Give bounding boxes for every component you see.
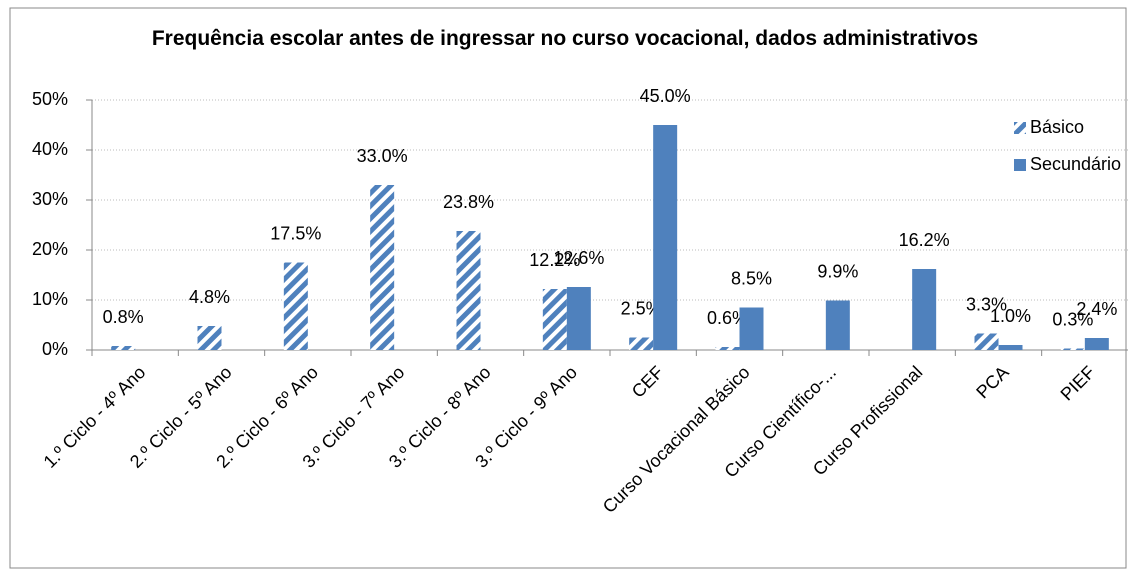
legend-swatch <box>1014 122 1026 134</box>
bar <box>1060 348 1085 350</box>
y-tick-label: 0% <box>42 339 68 359</box>
bar <box>542 289 567 350</box>
x-tick-label: PCA <box>972 362 1012 402</box>
y-tick-label: 10% <box>32 289 68 309</box>
value-label: 2.5% <box>621 298 662 318</box>
bar <box>715 347 740 350</box>
bar <box>629 337 654 350</box>
bar <box>1084 338 1109 350</box>
bar <box>456 231 481 350</box>
x-tick-label: Curso Vocacional Básico <box>599 362 754 517</box>
y-tick-label: 30% <box>32 189 68 209</box>
bar <box>825 300 850 350</box>
value-label: 12.2% <box>529 250 580 270</box>
bar <box>739 307 764 350</box>
bar <box>283 262 308 350</box>
value-label: 23.8% <box>443 192 494 212</box>
value-label: 0.8% <box>103 307 144 327</box>
legend-swatch <box>1014 159 1026 171</box>
value-label: 12.6% <box>553 248 604 268</box>
x-tick-label: PIEF <box>1057 362 1099 404</box>
value-label: 8.5% <box>731 268 772 288</box>
y-tick-label: 50% <box>32 89 68 109</box>
value-label: 0.6% <box>707 308 748 328</box>
legend-label: Secundário <box>1030 154 1121 174</box>
bar <box>653 125 678 350</box>
chart-border <box>9 7 1127 569</box>
value-label: 45.0% <box>640 86 691 106</box>
y-tick-label: 20% <box>32 239 68 259</box>
value-label: 2.4% <box>1076 299 1117 319</box>
y-tick-label: 40% <box>32 139 68 159</box>
x-tick-label: CEF <box>628 362 668 402</box>
bar <box>111 346 136 350</box>
value-label: 9.9% <box>817 261 858 281</box>
bar <box>912 269 937 350</box>
x-tick-group: CEF <box>628 362 668 402</box>
value-label: 17.5% <box>270 223 321 243</box>
x-tick-group: PCA <box>972 362 1012 402</box>
bar <box>974 333 999 350</box>
value-label: 16.2% <box>899 230 950 250</box>
bar <box>998 345 1023 350</box>
bar <box>566 287 591 350</box>
x-tick-group: Curso Vocacional Básico <box>599 362 754 517</box>
legend-label: Básico <box>1030 117 1084 137</box>
bar <box>197 326 222 350</box>
value-label: 33.0% <box>357 146 408 166</box>
value-label: 4.8% <box>189 287 230 307</box>
value-label: 3.3% <box>966 294 1007 314</box>
chart-title: Frequência escolar antes de ingressar no… <box>151 27 979 50</box>
x-tick-group: PIEF <box>1057 362 1099 404</box>
bar <box>370 185 395 350</box>
value-label: 0.3% <box>1052 309 1093 329</box>
value-label: 1.0% <box>990 306 1031 326</box>
